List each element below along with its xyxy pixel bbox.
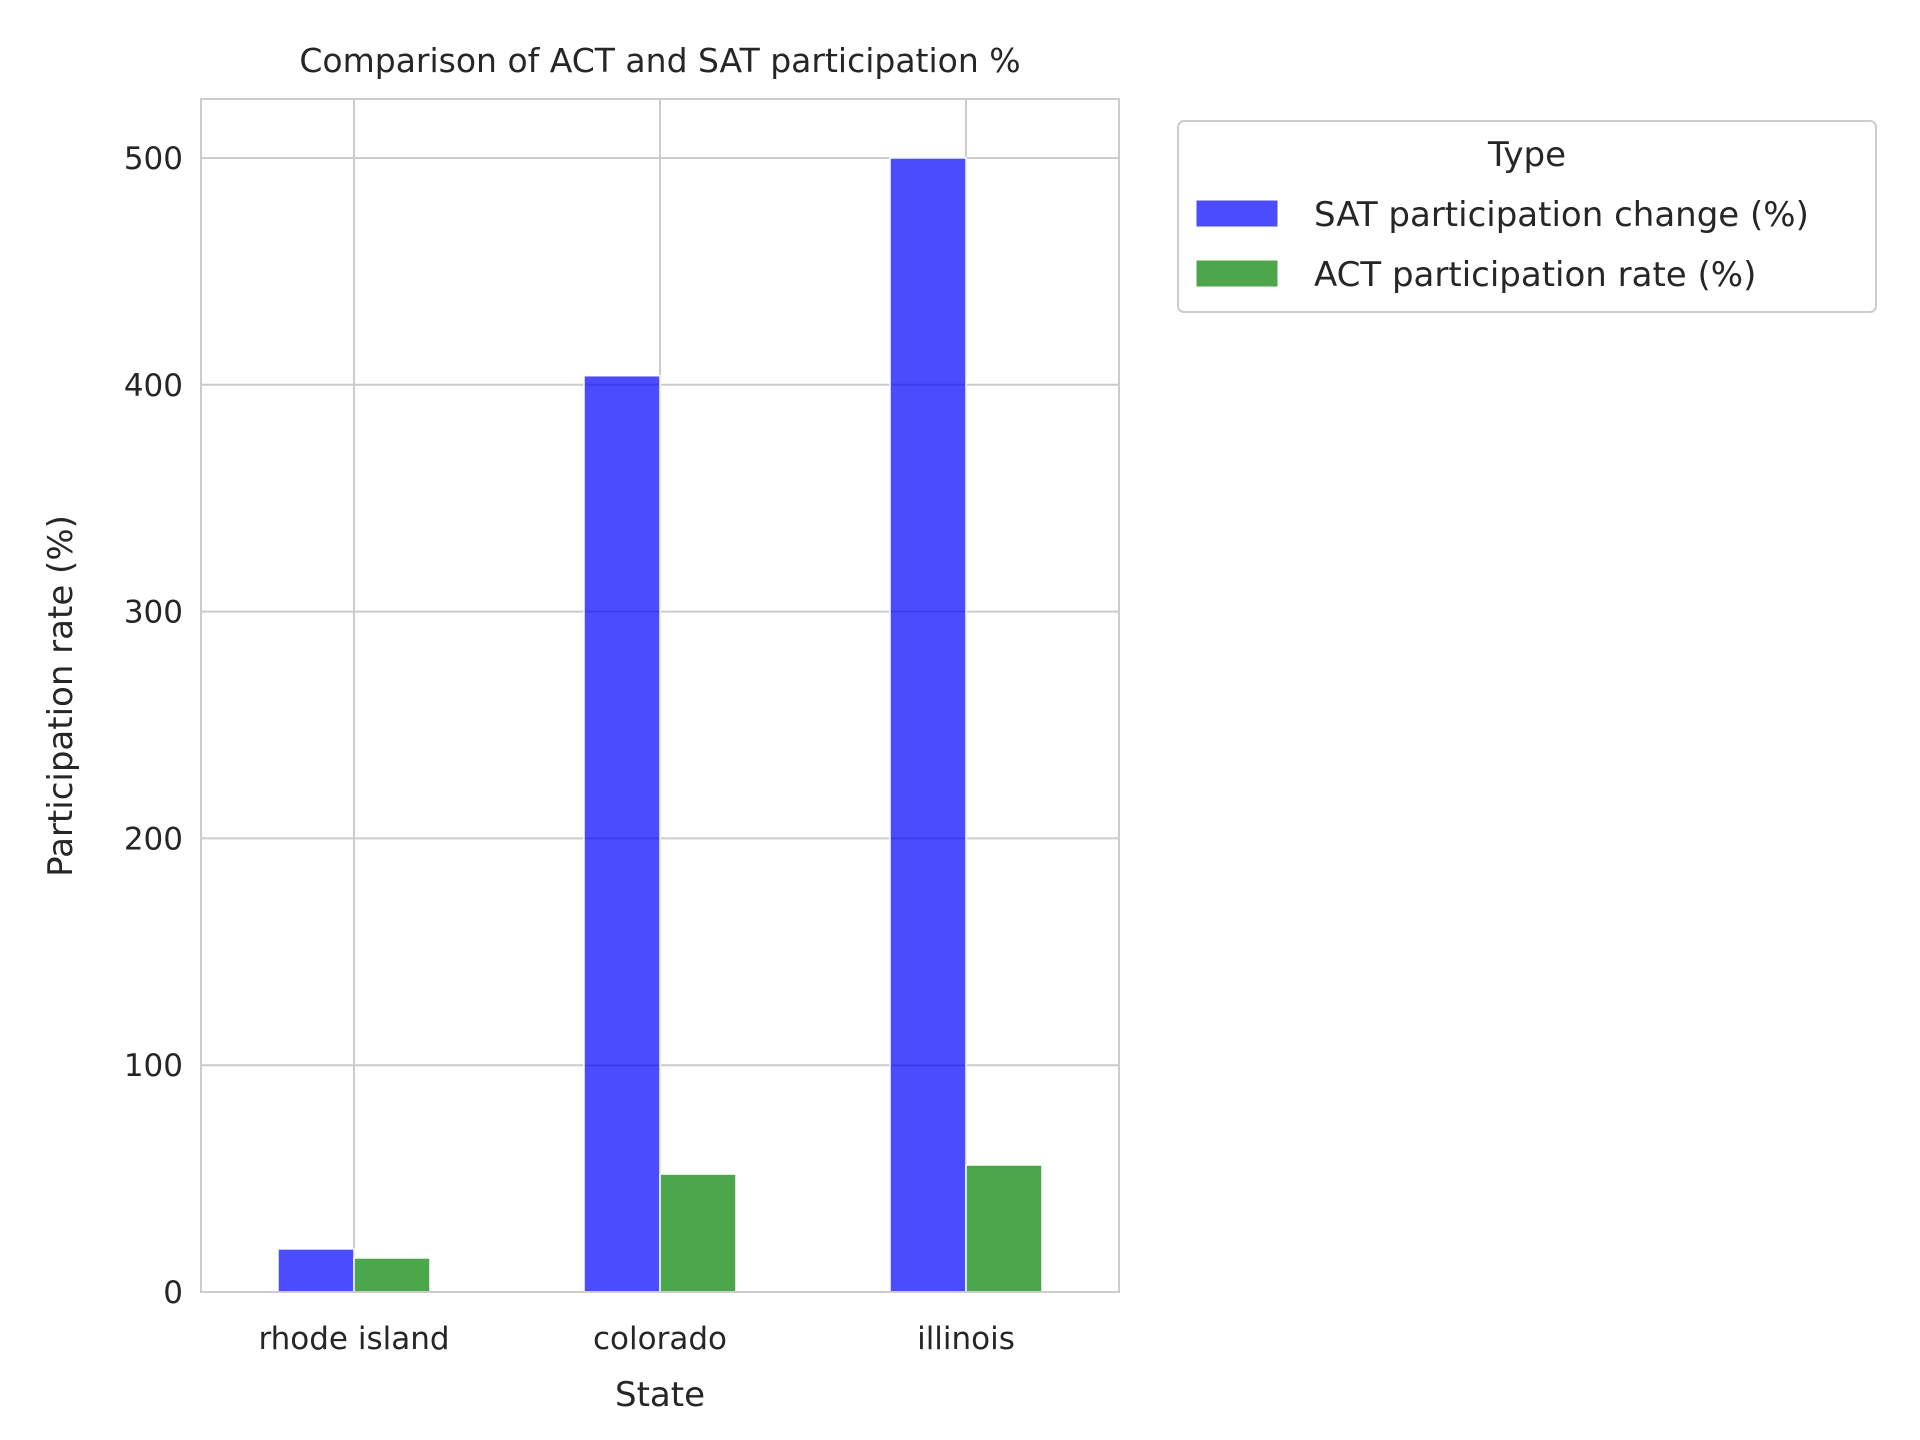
chart-title: Comparison of ACT and SAT participation … <box>299 41 1020 80</box>
y-tick-labels: 0 100 200 300 400 500 <box>124 141 183 1311</box>
legend-label-sat: SAT participation change (%) <box>1314 195 1809 235</box>
legend-title: Type <box>1487 135 1566 175</box>
y-tick-label: 200 <box>124 821 183 857</box>
x-axis-title: State <box>615 1375 705 1415</box>
bars <box>277 157 1043 1293</box>
bar-act-colorado <box>659 1173 737 1293</box>
bar-act-rhode-island <box>353 1257 431 1293</box>
y-tick-label: 400 <box>124 368 183 404</box>
legend-swatch-act <box>1195 259 1279 288</box>
legend-label-act: ACT participation rate (%) <box>1314 255 1756 295</box>
y-axis-title: Participation rate (%) <box>41 515 81 877</box>
legend-frame <box>1177 120 1877 313</box>
bar-sat-illinois <box>889 157 967 1293</box>
y-tick-label: 300 <box>124 595 183 631</box>
legend: Type SAT participation change (%) ACT pa… <box>1177 120 1877 313</box>
x-tick-label: rhode island <box>258 1321 449 1357</box>
x-tick-label: illinois <box>917 1321 1015 1357</box>
y-tick-label: 500 <box>124 141 183 177</box>
bar-sat-colorado <box>583 374 661 1293</box>
legend-swatch-sat <box>1195 199 1279 228</box>
x-tick-label: colorado <box>593 1321 727 1357</box>
plot-frame <box>200 98 1120 1293</box>
y-tick-label: 100 <box>124 1048 183 1084</box>
x-tick-labels: rhode island colorado illinois <box>258 1321 1014 1357</box>
bar-sat-rhode-island <box>277 1248 355 1293</box>
bar-act-illinois <box>965 1164 1043 1293</box>
y-tick-label: 0 <box>163 1275 183 1311</box>
